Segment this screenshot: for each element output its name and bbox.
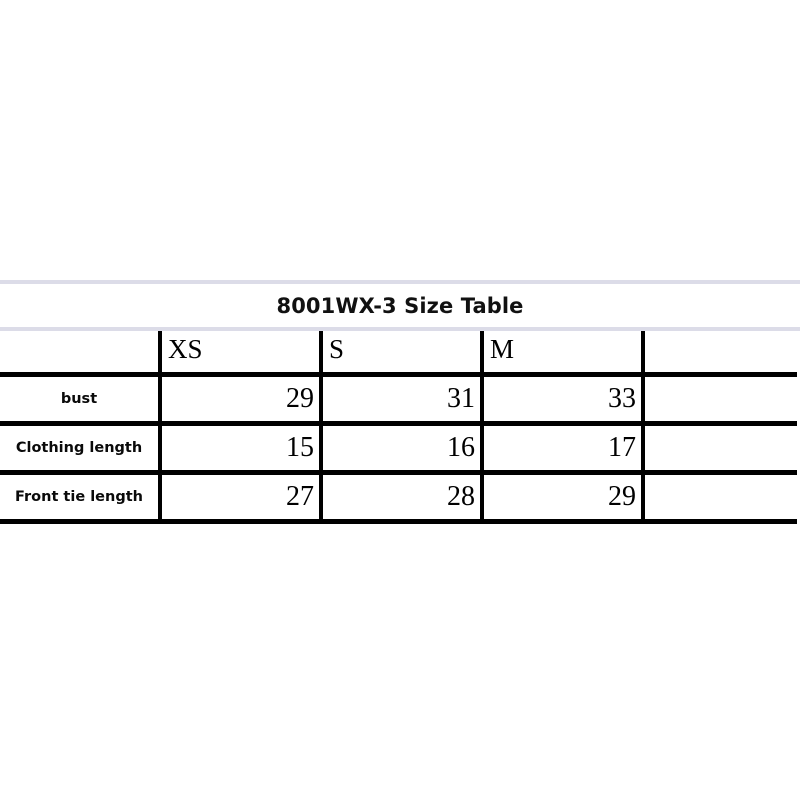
- header-cell-m: M: [480, 331, 643, 377]
- page-title: 8001WX-3 Size Table: [276, 293, 524, 318]
- header-cell-xs: XS: [158, 331, 321, 377]
- value-bust-xs: 29: [286, 383, 314, 414]
- row-label-bust: bust: [60, 391, 98, 407]
- value-cell-clothing-length-s: 16: [319, 423, 482, 475]
- value-clothing-length-xs: 15: [286, 432, 314, 463]
- header-cell-corner: [0, 331, 160, 377]
- row-label-clothing-length: Clothing length: [15, 440, 143, 456]
- value-cell-front-tie-length-trailing: [641, 472, 797, 524]
- value-cell-clothing-length-trailing: [641, 423, 797, 475]
- value-cell-clothing-length-xs: 15: [158, 423, 321, 475]
- value-cell-bust-s: 31: [319, 374, 482, 426]
- value-front-tie-length-m: 29: [608, 481, 636, 512]
- value-clothing-length-m: 17: [608, 432, 636, 463]
- header-cell-s: S: [319, 331, 482, 377]
- value-cell-front-tie-length-m: 29: [480, 472, 643, 524]
- size-header-label-s: S: [329, 334, 345, 364]
- value-front-tie-length-trailing: [645, 475, 797, 519]
- row-label-cell: bust: [0, 374, 160, 426]
- corner-header-label: [0, 331, 158, 336]
- row-label-cell: Front tie length: [0, 472, 160, 524]
- value-cell-front-tie-length-s: 28: [319, 472, 482, 524]
- value-cell-bust-trailing: [641, 374, 797, 426]
- table-title-band: 8001WX-3 Size Table: [0, 284, 800, 327]
- row-label-front-tie-length: Front tie length: [15, 489, 143, 505]
- value-cell-bust-xs: 29: [158, 374, 321, 426]
- divider-rule-top: [0, 280, 800, 284]
- trailing-header-label: [645, 331, 797, 336]
- table-row: bust 29 31 33: [0, 374, 797, 426]
- value-bust-m: 33: [608, 383, 636, 414]
- value-cell-bust-m: 33: [480, 374, 643, 426]
- value-clothing-length-s: 16: [447, 432, 475, 463]
- value-front-tie-length-s: 28: [447, 481, 475, 512]
- size-header-label-m: M: [490, 334, 515, 364]
- size-table: XS S M bust 29 3: [0, 331, 797, 524]
- value-bust-s: 31: [447, 383, 475, 414]
- table-header-row: XS S M: [0, 331, 797, 377]
- table-row: Front tie length 27 28 29: [0, 472, 797, 524]
- divider-rule-second: [0, 327, 800, 331]
- value-bust-trailing: [645, 377, 797, 421]
- value-clothing-length-trailing: [645, 426, 797, 470]
- row-label-cell: Clothing length: [0, 423, 160, 475]
- value-cell-clothing-length-m: 17: [480, 423, 643, 475]
- value-front-tie-length-xs: 27: [286, 481, 314, 512]
- value-cell-front-tie-length-xs: 27: [158, 472, 321, 524]
- size-header-label-xs: XS: [168, 334, 203, 364]
- header-cell-trailing: [641, 331, 797, 377]
- table-row: Clothing length 15 16 17: [0, 423, 797, 475]
